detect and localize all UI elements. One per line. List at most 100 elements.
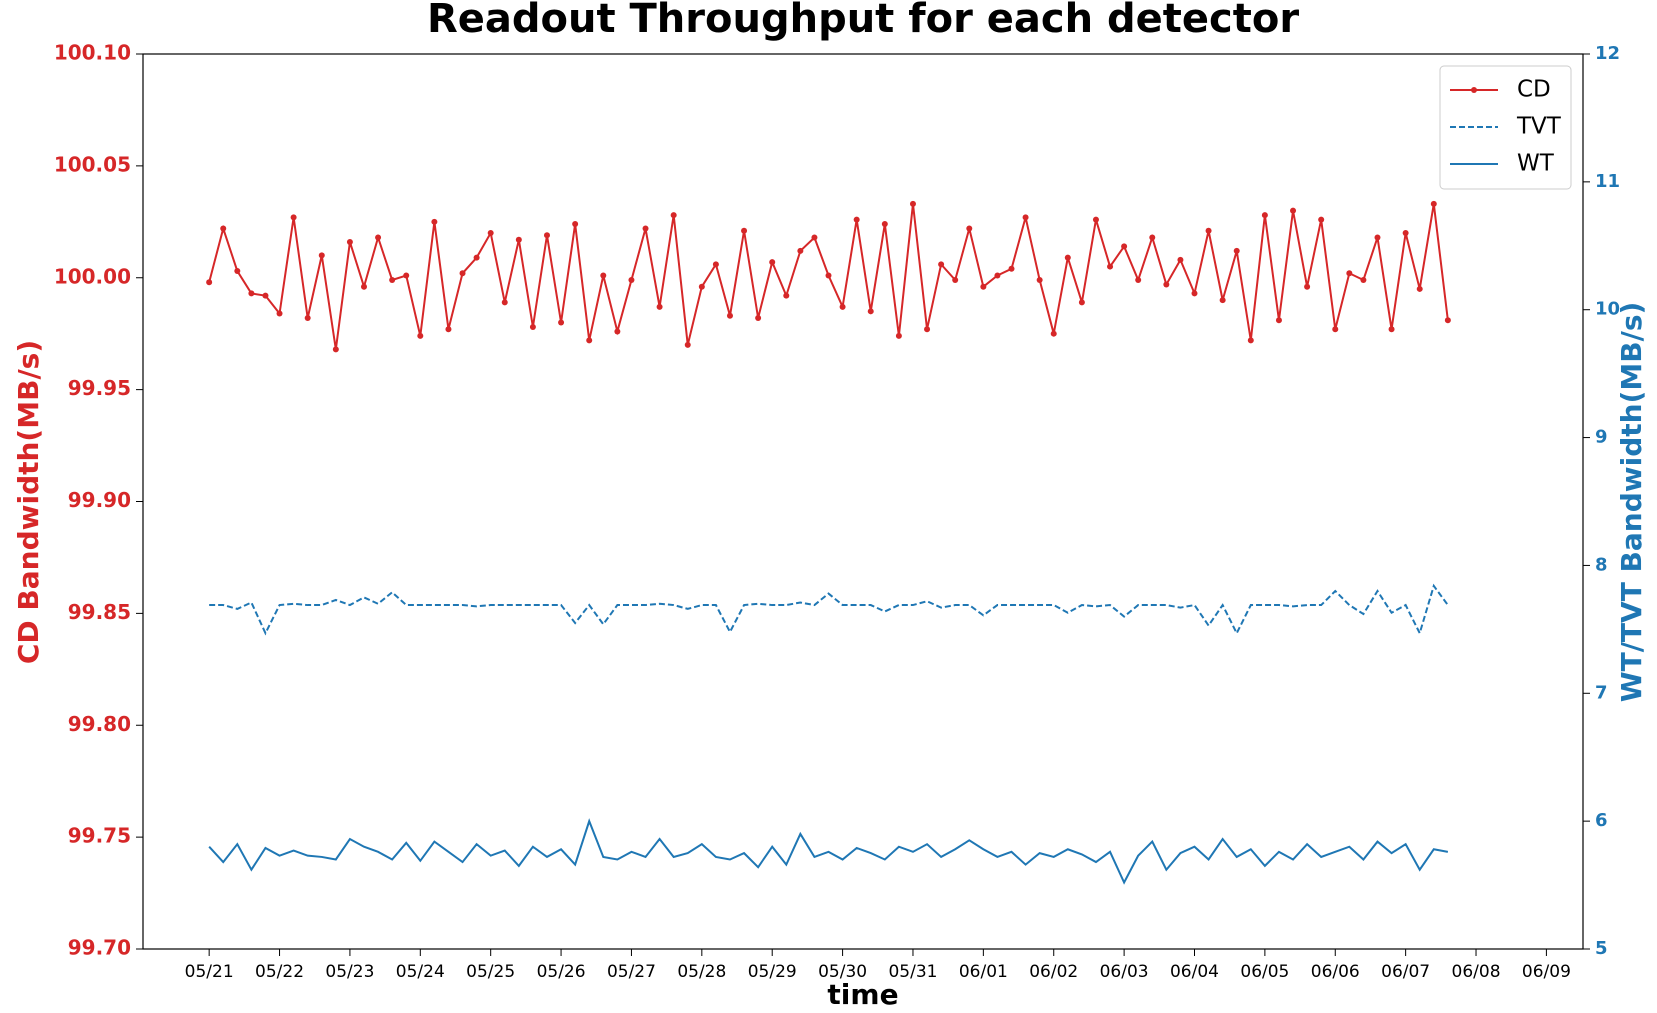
- data-point: [1444, 317, 1451, 324]
- data-point: [1050, 330, 1057, 337]
- data-point: [642, 225, 649, 232]
- x-tick-label: 05/24: [396, 962, 445, 982]
- data-point: [1332, 326, 1339, 333]
- data-point: [741, 227, 748, 234]
- data-point: [318, 252, 325, 259]
- y2-tick-label: 5: [1595, 938, 1608, 959]
- data-point: [1275, 317, 1282, 324]
- data-point: [839, 303, 846, 310]
- data-point: [1121, 243, 1128, 250]
- data-point: [220, 225, 227, 232]
- data-point: [332, 346, 339, 353]
- data-point: [290, 214, 297, 221]
- x-axis-label: time: [827, 978, 898, 1011]
- data-point: [1318, 216, 1325, 223]
- data-point: [248, 290, 255, 297]
- data-point: [375, 234, 382, 241]
- data-point: [994, 272, 1001, 279]
- x-tick-label: 06/04: [1170, 962, 1219, 982]
- x-tick-label: 05/28: [677, 962, 726, 982]
- data-point: [360, 283, 367, 290]
- data-point: [1304, 283, 1311, 290]
- data-point: [1430, 200, 1437, 207]
- x-tick-label: 06/05: [1240, 962, 1289, 982]
- legend: CD TVT WT: [1439, 65, 1572, 190]
- y-tick-label: 100.00: [54, 264, 131, 288]
- legend-box: [1439, 65, 1572, 190]
- data-point: [1360, 276, 1367, 283]
- series-line: [208, 818, 1449, 885]
- x-tick-label: 05/31: [888, 962, 937, 982]
- data-point: [206, 279, 213, 286]
- data-point: [656, 303, 663, 310]
- data-point: [389, 276, 396, 283]
- data-point: [572, 221, 579, 228]
- x-tick-label: 06/02: [1029, 962, 1078, 982]
- data-point: [459, 270, 466, 277]
- data-point: [1290, 207, 1297, 214]
- y-tick-label: 99.75: [68, 824, 131, 848]
- data-point: [825, 272, 832, 279]
- y2-tick-label: 9: [1595, 427, 1608, 448]
- legend-label: TVT: [1516, 114, 1562, 140]
- y-tick-label: 100.05: [54, 152, 131, 176]
- data-point: [712, 261, 719, 268]
- data-point: [769, 259, 776, 266]
- data-point: [346, 238, 353, 245]
- y-tick-label: 99.95: [68, 376, 131, 400]
- data-point: [1233, 247, 1240, 254]
- data-point: [558, 319, 565, 326]
- plot-frame: [142, 53, 1584, 950]
- data-point: [600, 272, 607, 279]
- x-tick-label: 05/23: [325, 962, 374, 982]
- data-point: [980, 283, 987, 290]
- data-point: [234, 268, 241, 275]
- data-point: [1107, 263, 1114, 270]
- data-point: [276, 310, 283, 317]
- legend-label: CD: [1517, 77, 1551, 103]
- data-point: [586, 337, 593, 344]
- data-point: [1205, 227, 1212, 234]
- data-point: [262, 292, 269, 299]
- x-tick-label: 05/22: [255, 962, 304, 982]
- x-tick-label: 06/09: [1522, 962, 1571, 982]
- data-point: [1149, 234, 1156, 241]
- data-point: [811, 234, 818, 241]
- data-point: [966, 225, 973, 232]
- x-tick-label: 05/26: [537, 962, 586, 982]
- y2-tick-label: 8: [1595, 554, 1608, 575]
- y2-tick-label: 10: [1595, 299, 1620, 320]
- y2-axis-label: WT/TVT Bandwidth(MB/s): [1615, 302, 1648, 703]
- y2-tick-label: 11: [1595, 171, 1620, 192]
- data-point: [473, 254, 480, 261]
- x-tick-label: 05/21: [185, 962, 234, 982]
- y-tick-label: 100.10: [54, 41, 131, 65]
- data-point: [1346, 270, 1353, 277]
- data-point: [515, 236, 522, 243]
- data-point: [895, 332, 902, 339]
- data-point: [938, 261, 945, 268]
- data-point: [684, 341, 691, 348]
- data-point: [431, 218, 438, 225]
- data-point: [1219, 297, 1226, 304]
- y2-tick-label: 7: [1595, 682, 1608, 703]
- data-point: [853, 216, 860, 223]
- data-point: [881, 221, 888, 228]
- data-point: [417, 332, 424, 339]
- y-axis-label: CD Bandwidth(MB/s): [12, 340, 45, 664]
- x-tick-label: 05/29: [748, 962, 797, 982]
- data-point: [614, 328, 621, 335]
- data-point: [1374, 234, 1381, 241]
- data-point: [501, 299, 508, 306]
- data-point: [797, 247, 804, 254]
- data-point: [1163, 281, 1170, 288]
- x-tick-label: 06/03: [1100, 962, 1149, 982]
- x-tick-label: 05/27: [607, 962, 656, 982]
- data-point: [487, 230, 494, 236]
- data-point: [1078, 299, 1085, 306]
- x-tick-label: 06/01: [959, 962, 1008, 982]
- data-point: [1036, 276, 1043, 283]
- series-line: [209, 583, 1449, 636]
- data-point: [924, 326, 931, 333]
